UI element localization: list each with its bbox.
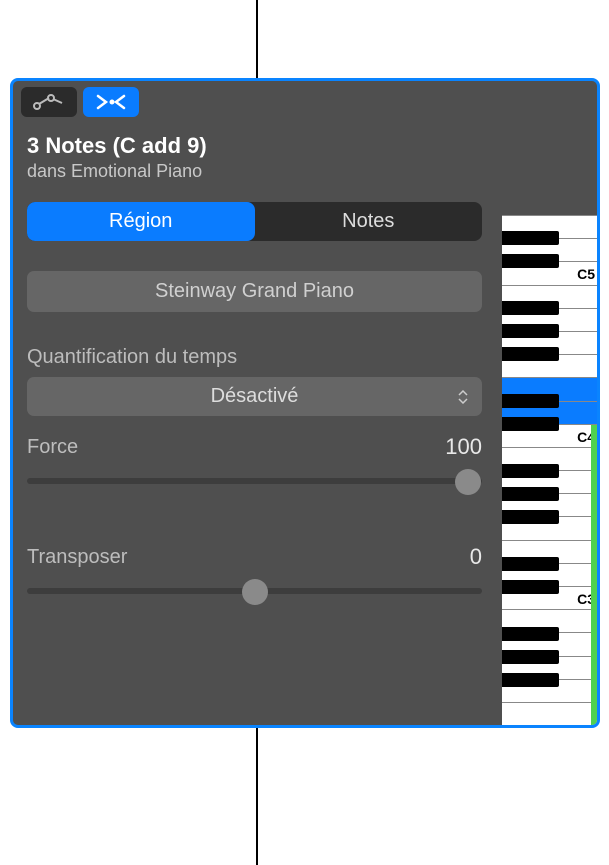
force-value: 100 (445, 434, 482, 460)
black-key[interactable] (502, 394, 559, 408)
automation-icon (32, 93, 66, 111)
tab-region[interactable]: Région (27, 202, 255, 241)
region-range-bar (591, 425, 597, 725)
octave-label-c5: C5 (577, 266, 595, 282)
transpose-label: Transposer (27, 546, 127, 569)
transpose-row: Transposer 0 (27, 544, 482, 570)
black-key[interactable] (502, 487, 559, 501)
instrument-name[interactable]: Steinway Grand Piano (27, 271, 482, 312)
merge-tool-button[interactable] (83, 87, 139, 117)
black-key[interactable] (502, 580, 559, 594)
black-key[interactable] (502, 627, 559, 641)
black-key[interactable] (502, 557, 559, 571)
slider-track (27, 478, 482, 484)
white-key[interactable] (502, 702, 597, 725)
black-key[interactable] (502, 301, 559, 315)
transpose-value: 0 (470, 544, 482, 570)
black-key[interactable] (502, 510, 559, 524)
black-key[interactable] (502, 650, 559, 664)
tab-notes[interactable]: Notes (255, 202, 483, 241)
force-row: Force 100 (27, 434, 482, 460)
black-key[interactable] (502, 417, 559, 431)
black-key[interactable] (502, 464, 559, 478)
track-subtitle: dans Emotional Piano (27, 161, 583, 182)
force-label: Force (27, 436, 78, 459)
callout-line-top (256, 0, 258, 78)
quantize-label: Quantification du temps (27, 346, 583, 369)
quantize-dropdown[interactable]: Désactivé (27, 377, 482, 416)
black-key[interactable] (502, 347, 559, 361)
selection-title: 3 Notes (C add 9) (27, 133, 583, 159)
force-slider[interactable] (27, 464, 482, 500)
black-key[interactable] (502, 254, 559, 268)
editor-panel: 3 Notes (C add 9) dans Emotional Piano R… (10, 78, 600, 728)
piano-keyboard[interactable]: C5 C4 C3 (502, 215, 597, 725)
tab-control: Région Notes (27, 202, 482, 241)
transpose-slider[interactable] (27, 574, 482, 610)
black-key[interactable] (502, 324, 559, 338)
black-key[interactable] (502, 673, 559, 687)
black-key[interactable] (502, 231, 559, 245)
slider-thumb[interactable] (242, 579, 268, 605)
header-block: 3 Notes (C add 9) dans Emotional Piano (13, 123, 597, 196)
quantize-value: Désactivé (211, 385, 299, 408)
chevron-updown-icon (458, 390, 468, 404)
merge-icon (94, 92, 128, 112)
automation-tool-button[interactable] (21, 87, 77, 117)
slider-thumb[interactable] (455, 469, 481, 495)
toolbar (13, 81, 597, 123)
